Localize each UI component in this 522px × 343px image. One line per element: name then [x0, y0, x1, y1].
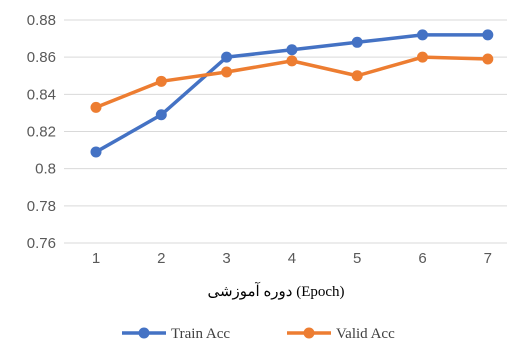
data-point	[221, 66, 233, 78]
data-point	[221, 51, 233, 63]
data-point	[482, 29, 494, 41]
data-point	[482, 53, 494, 65]
y-tick-label: 0.88	[27, 12, 56, 29]
legend: Train Acc Valid Acc	[122, 326, 395, 342]
data-point	[90, 101, 102, 113]
legend-label: Valid Acc	[336, 326, 395, 342]
x-tick-label: 1	[92, 250, 100, 267]
x-tick-label: 7	[484, 250, 492, 267]
x-tick-label: 4	[288, 250, 296, 267]
data-point	[417, 29, 428, 41]
series-lines	[90, 29, 494, 158]
y-tick-label: 0.78	[27, 198, 56, 215]
data-point	[351, 36, 363, 48]
x-tick-label: 6	[418, 250, 426, 267]
data-point	[286, 55, 298, 67]
data-point	[155, 109, 167, 121]
legend-item: Valid Acc	[287, 326, 395, 342]
legend-marker	[303, 327, 315, 339]
data-point	[417, 51, 428, 63]
x-tick-label: 3	[222, 250, 230, 267]
x-tick-label: 5	[353, 250, 361, 267]
legend-label: Train Acc	[171, 326, 230, 342]
series-1	[90, 29, 494, 158]
y-tick-label: 0.76	[27, 235, 56, 252]
legend-item: Train Acc	[122, 326, 230, 342]
y-axis-ticks: 0.76 0.78 0.8 0.82 0.84 0.86 0.88	[27, 12, 56, 252]
legend-marker	[138, 327, 150, 339]
x-tick-label: 2	[157, 250, 165, 267]
y-tick-label: 0.86	[27, 49, 56, 66]
data-point	[286, 44, 298, 56]
y-tick-label: 0.82	[27, 124, 56, 141]
series-2	[90, 51, 494, 113]
data-point	[90, 146, 102, 158]
data-point	[351, 70, 363, 82]
x-axis-ticks: 1 2 3 4 5 6 7	[92, 250, 492, 267]
gridlines	[64, 19, 507, 244]
x-axis-label: دوره آموزشی (Epoch)	[207, 282, 344, 300]
y-tick-label: 0.84	[27, 86, 56, 103]
y-tick-label: 0.8	[35, 161, 56, 178]
data-point	[155, 75, 167, 87]
